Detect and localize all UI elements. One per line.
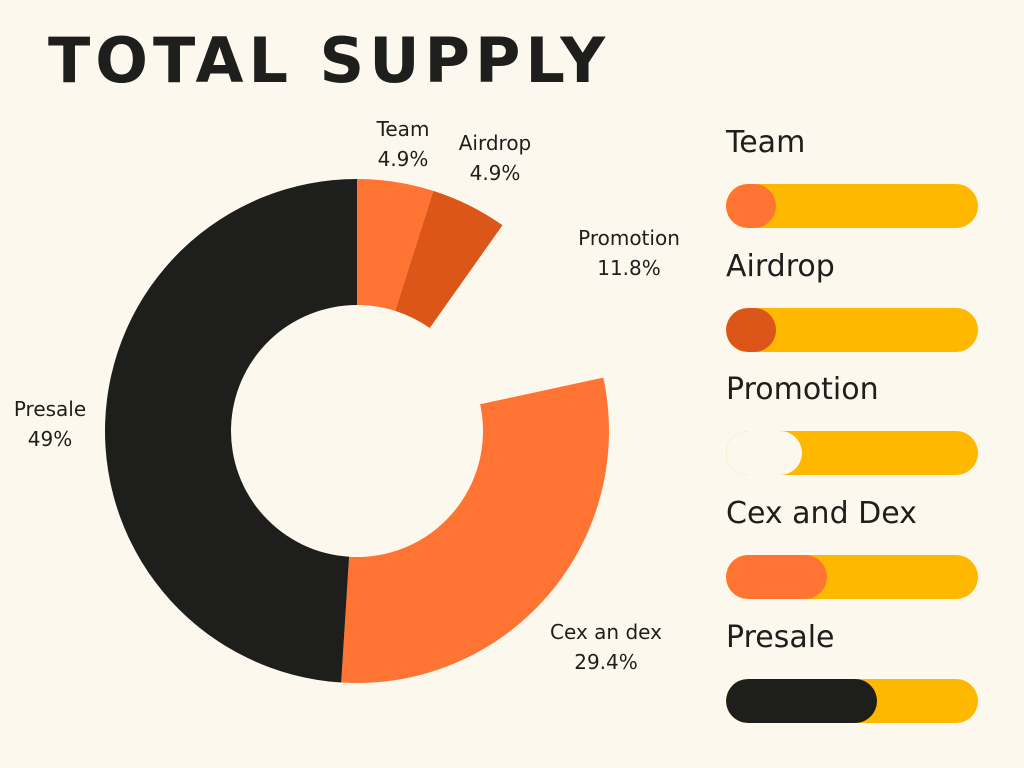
legend-item-label: Team <box>726 125 806 160</box>
legend-bar-track <box>726 555 978 599</box>
slice-percent-label: 11.8% <box>597 256 661 280</box>
legend-item: Airdrop <box>726 252 986 352</box>
legend-item: Promotion <box>726 375 986 475</box>
legend-item-label: Airdrop <box>726 249 835 284</box>
legend-bar-fill <box>726 679 878 723</box>
legend-item: Cex and Dex <box>726 499 986 599</box>
slice-cex-an-dex <box>341 377 609 683</box>
slice-presale <box>104 179 357 683</box>
slice-team <box>357 179 434 311</box>
legend-item: Presale <box>726 623 986 723</box>
legend-bar-fill <box>726 184 777 228</box>
legend-item: Team <box>726 128 986 228</box>
legend-bar-track <box>726 431 978 475</box>
slice-label: Airdrop <box>459 131 532 155</box>
legend-bar-track <box>726 679 978 723</box>
legend-bar-fill <box>726 555 827 599</box>
legend-item-label: Presale <box>726 620 835 655</box>
legend-item-label: Cex and Dex <box>726 496 917 531</box>
legend-bar-track <box>726 308 978 352</box>
slice-label: Team <box>376 117 430 141</box>
slice-percent-label: 29.4% <box>574 650 638 674</box>
legend-bar-fill <box>726 431 802 475</box>
donut-chart: Team 4.9% Airdrop 4.9% Promotion 11.8% Cex an … <box>14 117 680 683</box>
legend-item-label: Promotion <box>726 372 879 407</box>
legend-bar-track <box>726 184 978 228</box>
slice-airdrop <box>395 190 503 329</box>
legend-bar-fill <box>726 308 777 352</box>
slice-percent-label: 49% <box>28 427 72 451</box>
slice-label: Cex an dex <box>550 620 662 644</box>
slice-label: Presale <box>14 397 86 421</box>
slice-percent-label: 4.9% <box>378 147 429 171</box>
chart-title: TOTAL SUPPLY <box>48 24 611 97</box>
slice-promotion <box>429 225 604 405</box>
slice-label: Promotion <box>578 226 680 250</box>
slice-percent-label: 4.9% <box>470 161 521 185</box>
